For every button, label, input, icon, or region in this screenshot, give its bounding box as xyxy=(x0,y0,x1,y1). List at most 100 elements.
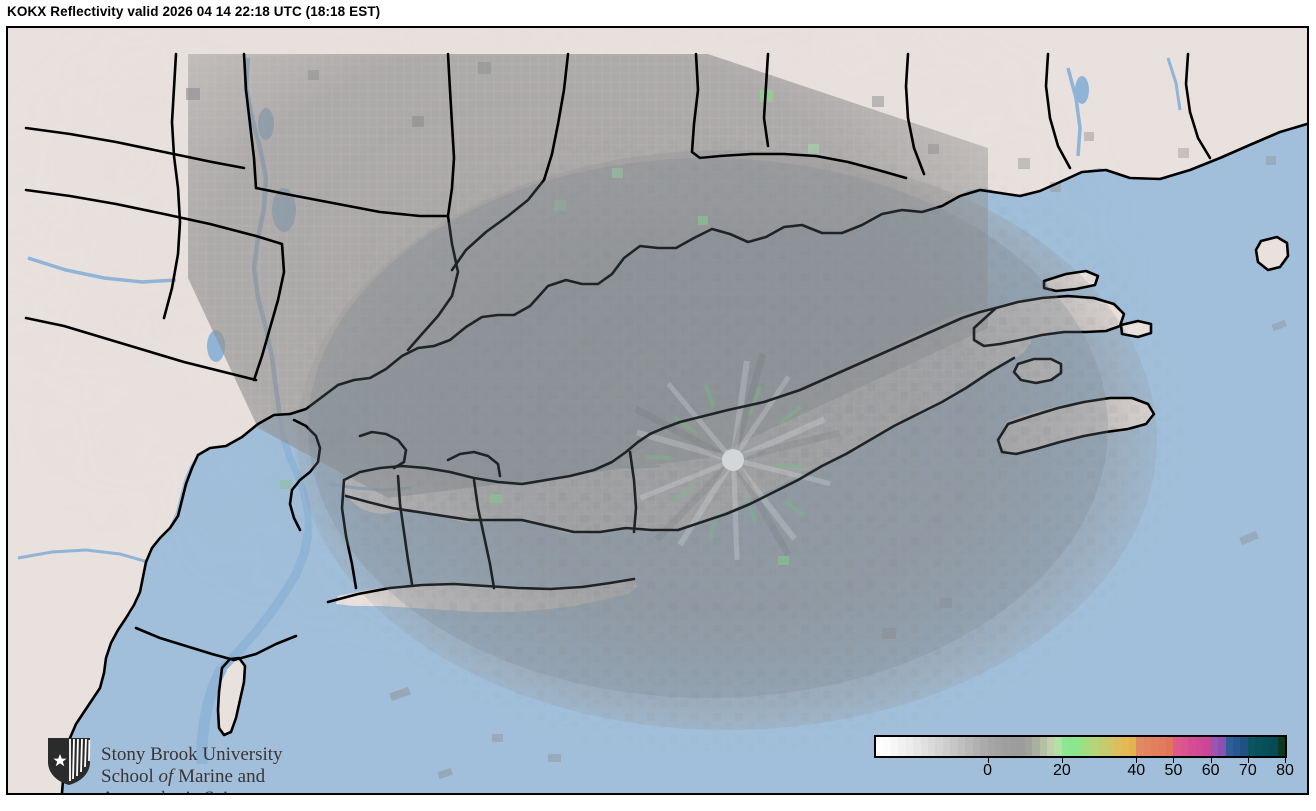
colorbar-segment xyxy=(920,737,929,756)
colorbar-segment xyxy=(1255,737,1264,756)
border-county-li-mid xyxy=(628,450,638,534)
colorbar-tick xyxy=(1285,758,1286,763)
coastline-harbor xyxy=(60,453,200,793)
colorbar-segment xyxy=(972,737,981,756)
border-county-10 xyxy=(1044,52,1072,170)
colorbar-segment xyxy=(913,737,922,756)
coastline-li-sound-inlet xyxy=(358,430,408,470)
border-ny-ct-state xyxy=(690,52,908,180)
colorbar-tick-label: 50 xyxy=(1164,762,1183,779)
colorbar-segment xyxy=(1166,737,1175,756)
colorbar-segment xyxy=(1262,737,1271,756)
coastline-north-fork xyxy=(972,294,1126,348)
shield-icon xyxy=(48,738,91,785)
colorbar-segment xyxy=(1002,737,1011,756)
colorbar-segment xyxy=(1218,737,1227,756)
map-frame[interactable]: 0 20 40 50 60 70 80 Stony xyxy=(6,26,1309,795)
colorbar-segment xyxy=(950,737,959,756)
colorbar-tick-label: 0 xyxy=(983,762,992,779)
border-county-12 xyxy=(762,52,770,148)
map-graphics xyxy=(8,28,1307,793)
colorbar-segment xyxy=(890,737,899,756)
coastline-south-fork xyxy=(996,396,1156,456)
colorbar-segment xyxy=(1188,737,1197,756)
map-canvas[interactable]: 0 20 40 50 60 70 80 Stony xyxy=(8,28,1307,793)
colorbar-segment xyxy=(1113,737,1122,756)
colorbar-segment xyxy=(957,737,966,756)
border-county-11 xyxy=(1184,52,1212,160)
radar-echo-speckle-south xyxy=(280,319,1287,779)
colorbar-segment xyxy=(1195,737,1204,756)
border-county-03 xyxy=(446,52,456,218)
colorbar-tick xyxy=(1247,758,1249,763)
colorbar-segment xyxy=(1047,737,1056,756)
colorbar-segment xyxy=(980,737,989,756)
logo-line-2-pre: School xyxy=(101,766,159,787)
colorbar-segment xyxy=(1151,737,1160,756)
colorbar-segment xyxy=(965,737,974,756)
border-county-08 xyxy=(162,52,182,320)
coastline-block-island xyxy=(1254,235,1290,272)
borders-layer xyxy=(24,52,1307,793)
coastline-raritan-bay xyxy=(134,626,298,662)
logo-line-3: Atmospheric Sciences xyxy=(101,788,316,793)
colorbar-segment xyxy=(1240,737,1249,756)
colorbar-segment xyxy=(1009,737,1018,756)
border-county-05 xyxy=(450,52,570,272)
colorbar-gradient xyxy=(874,735,1287,758)
colorbar-segment xyxy=(1143,737,1152,756)
colorbar-segment xyxy=(1039,737,1048,756)
colorbar-segment xyxy=(1270,737,1279,756)
colorbar-segment xyxy=(987,737,996,756)
colorbar-segment xyxy=(1158,737,1167,756)
coastline-bay-detail xyxy=(446,450,502,478)
radar-echo-layer xyxy=(186,54,1287,785)
border-county-02 xyxy=(254,186,450,218)
coastline-long-island-south xyxy=(344,356,1016,534)
colorbar-segment xyxy=(1032,737,1041,756)
logo-text: Stony Brook University School of Marine … xyxy=(101,744,316,793)
logo-line-1: Stony Brook University xyxy=(101,744,283,765)
coastline-connecticut xyxy=(196,122,1307,457)
page-title: KOKX Reflectivity valid 2026 04 14 22:18… xyxy=(7,4,381,19)
border-county-queens-nassau xyxy=(396,474,414,586)
border-county-09 xyxy=(904,52,926,176)
colorbar-segment xyxy=(1091,737,1100,756)
border-county-07 xyxy=(24,316,258,382)
colorbar-segment xyxy=(1017,737,1026,756)
colorbar-segment xyxy=(1024,737,1033,756)
coastline-plum-island xyxy=(1119,319,1153,339)
colorbar-segment xyxy=(883,737,892,756)
colorbar-segment xyxy=(898,737,907,756)
coastline-nyc-detail xyxy=(288,418,322,532)
colorbar-segment xyxy=(1247,737,1256,756)
logo-line-2: School of Marine and xyxy=(101,766,316,788)
colorbar-segment xyxy=(1061,737,1070,756)
colorbar: 0 20 40 50 60 70 80 xyxy=(874,735,1294,793)
colorbar-segment xyxy=(1121,737,1130,756)
border-county-kings-queens xyxy=(340,478,358,590)
colorbar-segment xyxy=(1106,737,1115,756)
colorbar-segment xyxy=(1136,737,1145,756)
colorbar-segment xyxy=(1180,737,1189,756)
colorbar-tick xyxy=(1210,758,1212,763)
coastline-barrier-islands xyxy=(326,577,636,604)
colorbar-segment xyxy=(1285,737,1286,756)
title-bar: KOKX Reflectivity valid 2026 04 14 22:18… xyxy=(0,0,1316,26)
colorbar-segment xyxy=(905,737,914,756)
logo-line-2-italic: of xyxy=(158,766,174,787)
colorbar-segment xyxy=(1277,737,1285,756)
radar-spokes xyxy=(633,353,841,561)
colorbar-segment xyxy=(942,737,951,756)
border-county-01 xyxy=(242,52,258,190)
colorbar-segment xyxy=(1232,737,1241,756)
colorbar-tick xyxy=(1136,758,1138,763)
colorbar-segment xyxy=(1099,737,1108,756)
colorbar-segment xyxy=(928,737,937,756)
colorbar-tick xyxy=(1061,758,1063,763)
colorbar-tick-label: 20 xyxy=(1053,762,1071,779)
colorbar-segment xyxy=(1225,737,1234,756)
coastline-long-island-north xyxy=(342,306,998,486)
colorbar-tick-label: 80 xyxy=(1276,762,1294,779)
